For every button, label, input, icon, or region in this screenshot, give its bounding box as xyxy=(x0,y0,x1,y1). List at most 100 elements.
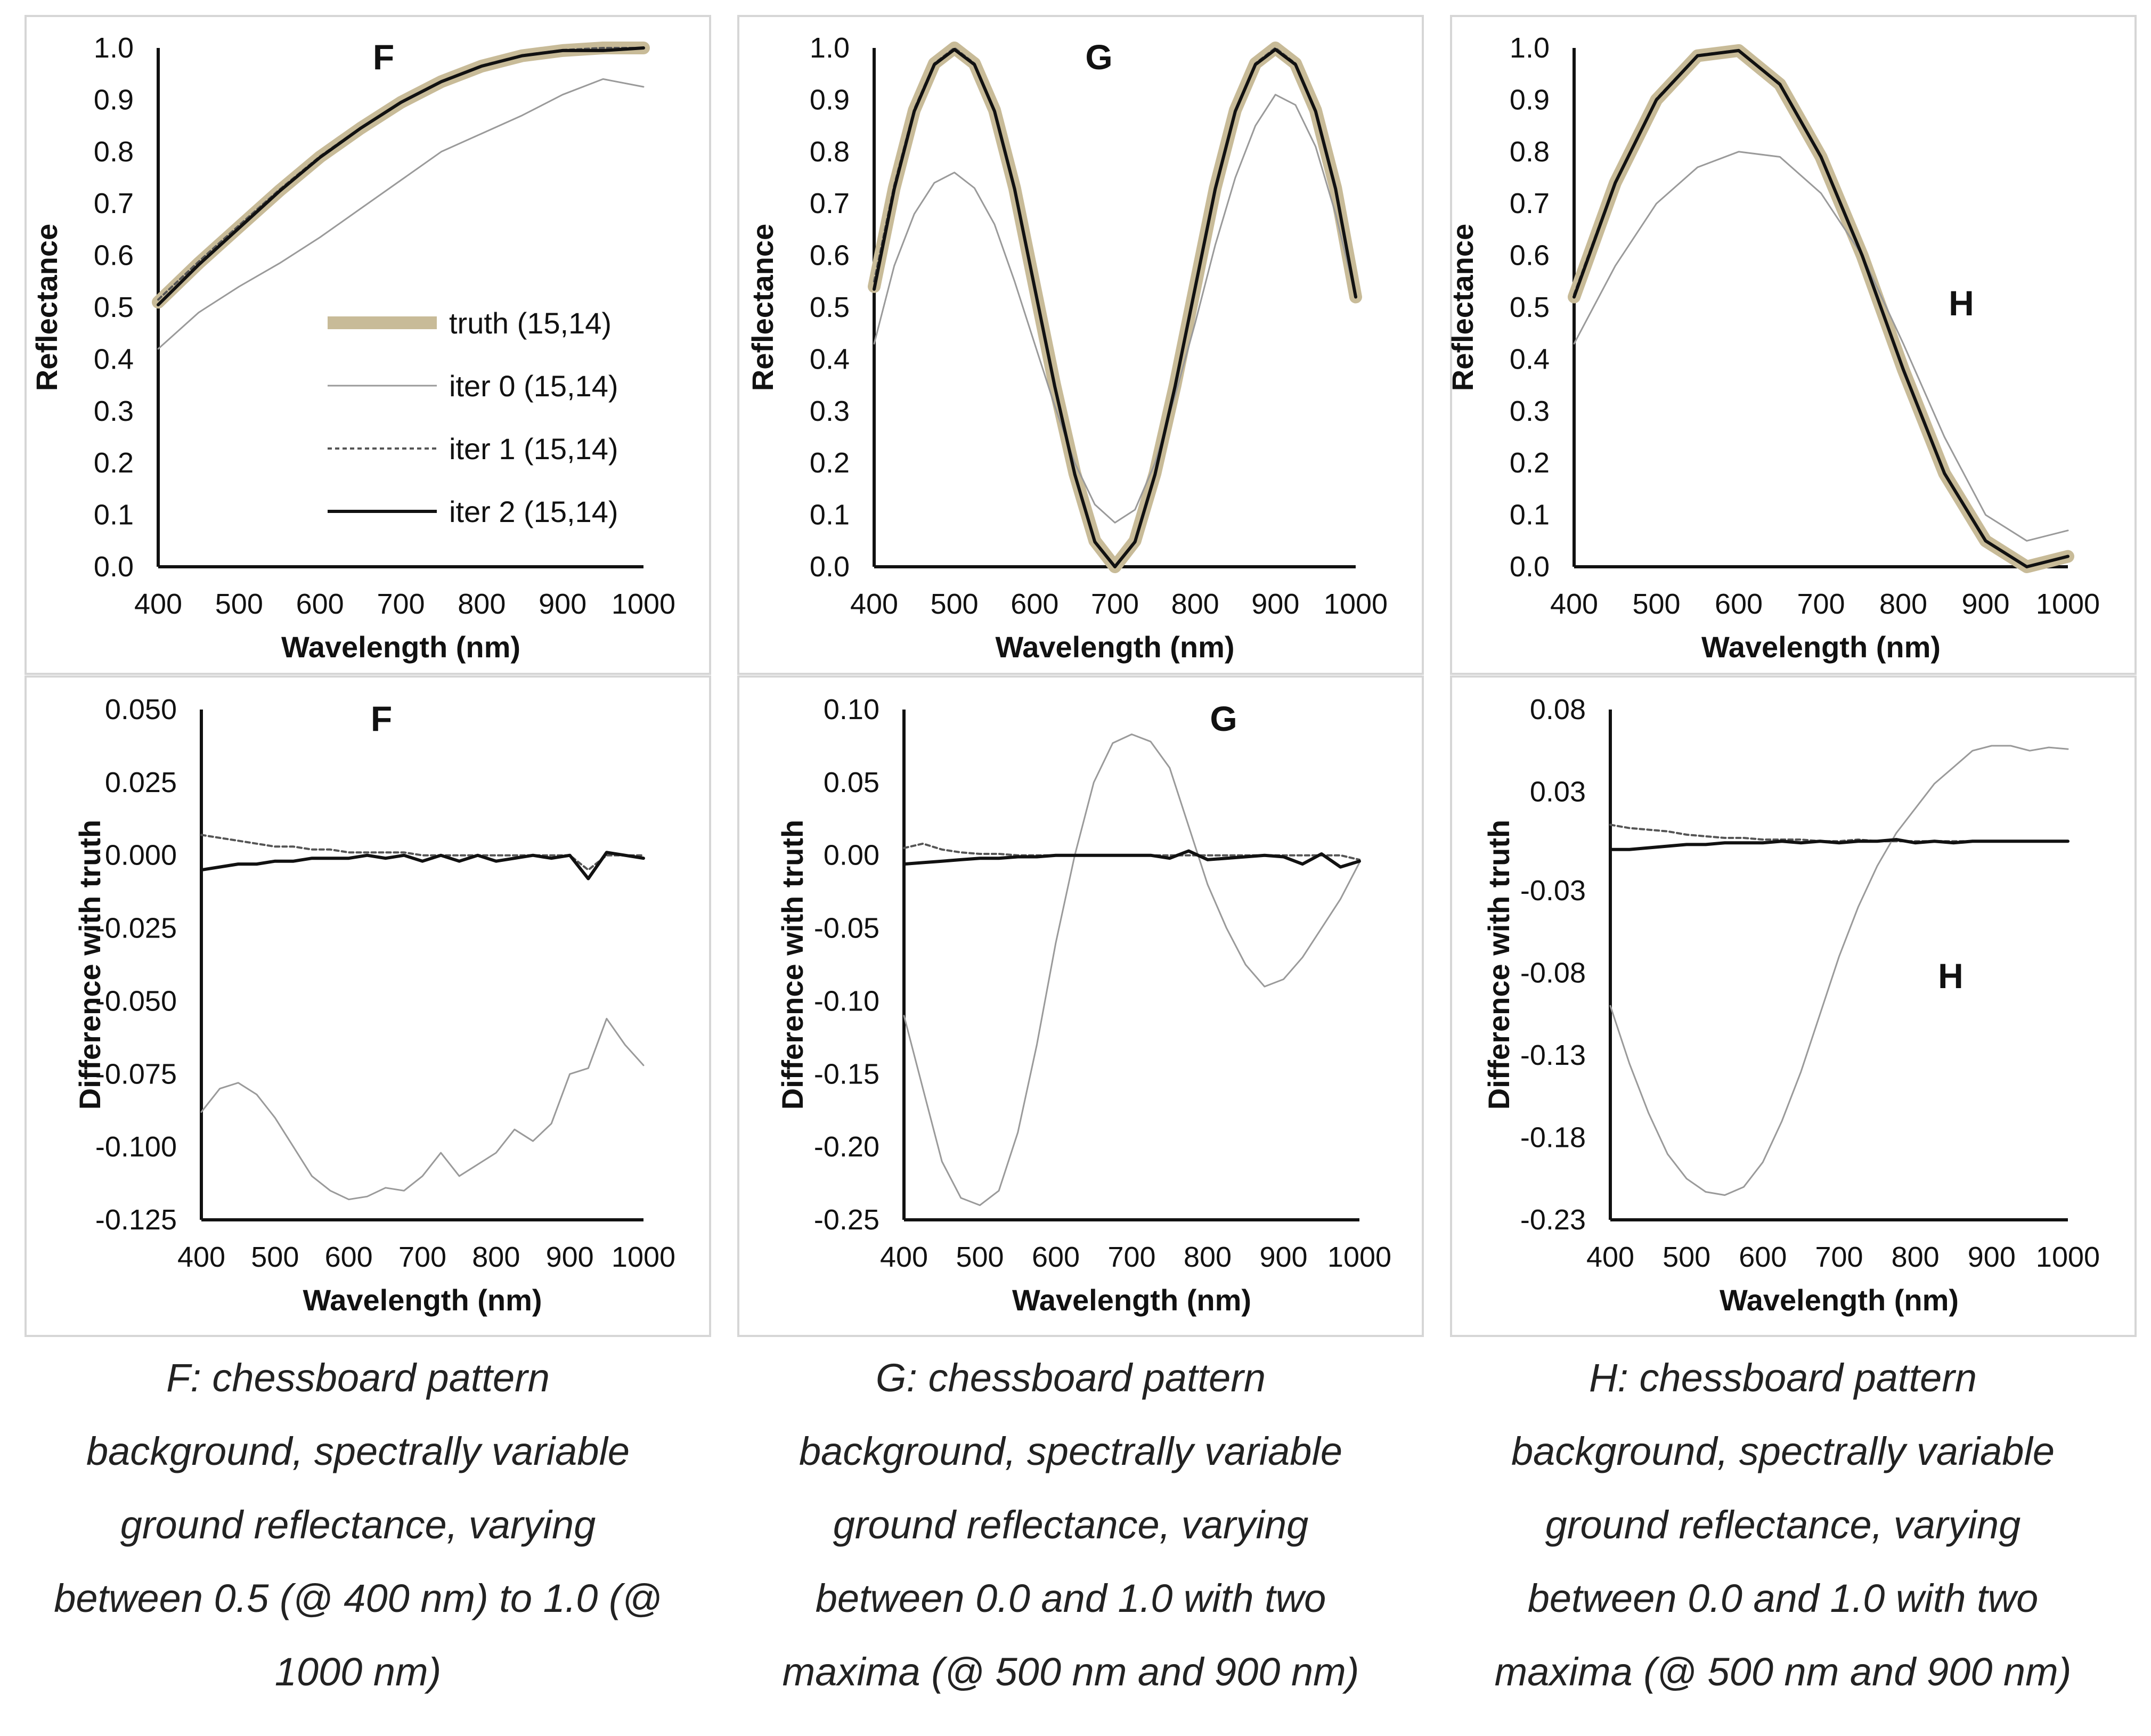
legend-entry: iter 1 (15,14) xyxy=(449,432,618,466)
caption-line: between 0.0 and 1.0 with two xyxy=(816,1576,1326,1620)
y-tick-label: 0.0 xyxy=(810,551,850,583)
y-tick-label: 0.03 xyxy=(1530,776,1586,808)
panel-frames xyxy=(25,15,2137,1337)
panel-frame xyxy=(25,15,711,675)
x-tick-label: 1000 xyxy=(2036,1241,2100,1273)
caption-line: background, spectrally variable xyxy=(86,1429,630,1473)
series-line-truth-(15,14) xyxy=(152,42,650,309)
panel-frame xyxy=(737,15,1424,675)
y-tick-label: -0.100 xyxy=(95,1131,177,1163)
series-line-iter-0 xyxy=(873,94,1357,524)
y-tick-label: -0.23 xyxy=(1520,1204,1586,1236)
series-line-iter-0 xyxy=(157,78,645,350)
x-tick-label: 800 xyxy=(1171,588,1219,620)
y-tick-label: -0.20 xyxy=(814,1131,879,1163)
caption-line: maxima (@ 500 nm and 900 nm) xyxy=(783,1650,1359,1694)
x-axis-title: Wavelength (nm) xyxy=(1012,1283,1251,1317)
x-axis-title: Wavelength (nm) xyxy=(1720,1283,1959,1317)
x-tick-label: 700 xyxy=(1091,588,1139,620)
y-tick-label: 0.10 xyxy=(824,694,879,726)
panel-letter: G xyxy=(1210,699,1237,738)
caption-line: background, spectrally variable xyxy=(799,1429,1342,1473)
legend-entry: iter 2 (15,14) xyxy=(449,495,618,528)
x-tick-label: 700 xyxy=(377,588,425,620)
x-tick-label: 800 xyxy=(458,588,506,620)
x-tick-label: 400 xyxy=(134,588,182,620)
y-tick-label: 1.0 xyxy=(94,32,134,64)
x-tick-label: 600 xyxy=(1032,1241,1080,1273)
x-tick-label: 400 xyxy=(1550,588,1598,620)
x-tick-label: 800 xyxy=(472,1241,520,1273)
x-tick-label: 700 xyxy=(1815,1241,1863,1273)
x-tick-label: 900 xyxy=(1259,1241,1307,1273)
y-tick-label: 0.5 xyxy=(1510,291,1550,323)
x-tick-label: 800 xyxy=(1184,1241,1232,1273)
x-tick-label: 1000 xyxy=(612,588,675,620)
chart-G-reflectance: 400 500 600 700 800 900 1000 0.0 0.1 0.2 0.3 0.4 0.5… xyxy=(746,32,1388,664)
x-tick-label: 1000 xyxy=(2036,588,2100,620)
y-tick-label: 0.000 xyxy=(105,840,177,871)
x-tick-label: 500 xyxy=(1663,1241,1710,1273)
y-tick-label: 0.0 xyxy=(94,551,134,583)
caption-line: maxima (@ 500 nm and 900 nm) xyxy=(1495,1650,2072,1694)
y-tick-label: 0.3 xyxy=(1510,395,1550,427)
x-tick-label: 500 xyxy=(1632,588,1680,620)
y-tick-label: 0.6 xyxy=(810,240,850,272)
x-tick-label: 400 xyxy=(1586,1241,1634,1273)
y-tick-label: 0.4 xyxy=(1510,343,1550,375)
x-tick-label: 400 xyxy=(850,588,898,620)
y-tick-label: 1.0 xyxy=(1510,32,1550,64)
series-line-iter-2 xyxy=(1572,48,2069,568)
series-line-truth-(15,14) xyxy=(1568,44,2074,573)
series-line-iter-0 xyxy=(1573,151,2069,542)
caption-line: ground reflectance, varying xyxy=(833,1503,1309,1547)
x-tick-label: 1000 xyxy=(612,1241,675,1273)
y-tick-label: 0.1 xyxy=(810,499,850,531)
caption-line: G: chessboard pattern xyxy=(876,1356,1266,1400)
y-tick-label: -0.15 xyxy=(814,1058,879,1090)
x-tick-label: 1000 xyxy=(1324,588,1388,620)
series-line-iter-0 xyxy=(903,733,1360,1207)
y-tick-label: -0.050 xyxy=(95,985,177,1017)
captions-layer: F: chessboard pattern background, spectra… xyxy=(54,1356,2071,1694)
y-tick-label: 0.8 xyxy=(1510,136,1550,168)
y-axis-title: Difference with truth xyxy=(776,820,809,1110)
caption-line: between 0.0 and 1.0 with two xyxy=(1528,1576,2039,1620)
legend: truth (15,14) iter 0 (15,14) iter 1 (15,14… xyxy=(328,306,618,528)
y-tick-label: 0.00 xyxy=(824,840,879,871)
y-tick-label: -0.25 xyxy=(814,1204,879,1236)
series-line-iter-1 xyxy=(157,47,645,301)
y-tick-label: 0.025 xyxy=(105,767,177,798)
x-tick-label: 1000 xyxy=(1327,1241,1391,1273)
x-tick-label: 700 xyxy=(1107,1241,1155,1273)
x-tick-label: 900 xyxy=(546,1241,594,1273)
panel-frame xyxy=(25,675,711,1337)
y-tick-label: -0.13 xyxy=(1520,1039,1586,1071)
x-tick-label: 600 xyxy=(296,588,344,620)
chart-H-reflectance: 400 500 600 700 800 900 1000 0.0 0.1 0.2 0.3 0.4 0.5… xyxy=(1446,32,2100,664)
y-tick-label: -0.10 xyxy=(814,985,879,1017)
series-line-iter-2 xyxy=(1609,838,2069,851)
y-tick-label: -0.05 xyxy=(814,912,879,944)
x-tick-label: 500 xyxy=(251,1241,299,1273)
y-tick-label: 0.6 xyxy=(94,240,134,272)
series-line-iter-2 xyxy=(157,46,645,307)
y-tick-label: -0.075 xyxy=(95,1058,177,1090)
y-tick-label: 0.1 xyxy=(1510,499,1550,531)
y-axis-title: Difference with truth xyxy=(73,820,107,1110)
y-axis-title: Difference with truth xyxy=(1482,820,1516,1110)
caption-g: G: chessboard pattern background, spectra… xyxy=(783,1356,1359,1694)
x-axis-title: Wavelength (nm) xyxy=(303,1283,542,1317)
y-tick-label: 0.9 xyxy=(94,84,134,116)
panel-letter: F xyxy=(371,699,392,738)
caption-line: between 0.5 (@ 400 nm) to 1.0 (@ xyxy=(54,1576,662,1620)
caption-line: ground reflectance, varying xyxy=(1545,1503,2021,1547)
series-line-iter-2 xyxy=(873,47,1357,568)
legend-entry: truth (15,14) xyxy=(449,306,612,340)
x-tick-label: 500 xyxy=(215,588,263,620)
y-tick-label: -0.125 xyxy=(95,1204,177,1236)
y-tick-label: -0.08 xyxy=(1520,957,1586,989)
y-axis-title: Reflectance xyxy=(746,224,779,391)
charts-layer: 400 500 600 700 800 900 1000 0.0 0.1 0.2 0.3 0.4 0.5… xyxy=(30,32,2100,1317)
